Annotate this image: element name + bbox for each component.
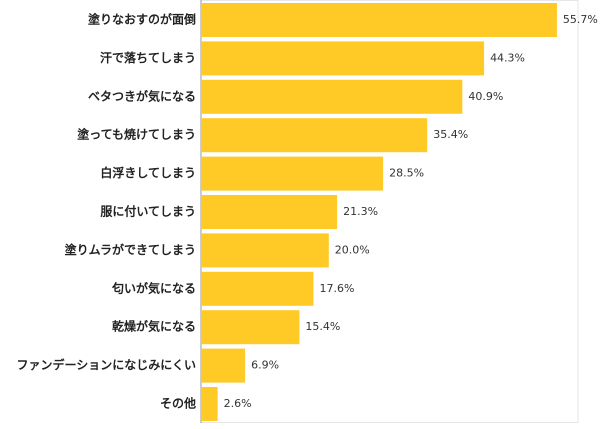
- bar: [201, 271, 314, 306]
- bar: [201, 156, 384, 191]
- category-label: 服に付いてしまう: [100, 204, 196, 219]
- category-label: 匂いが気になる: [111, 280, 196, 295]
- value-label: 44.3%: [490, 51, 525, 64]
- bar: [201, 79, 463, 114]
- value-label: 20.0%: [335, 243, 370, 256]
- value-label: 6.9%: [251, 359, 279, 372]
- value-label: 17.6%: [319, 282, 354, 295]
- category-label: 塗っても焼けてしまう: [77, 127, 196, 142]
- category-label: ファンデーションになじみにくい: [16, 357, 196, 372]
- category-label: 汗で落ちてしまう: [100, 50, 196, 65]
- bar: [201, 3, 557, 37]
- value-label: 2.6%: [224, 397, 252, 410]
- category-label: その他: [160, 396, 196, 411]
- bar: [201, 41, 485, 76]
- bar: [201, 387, 218, 421]
- category-label: 塗りムラができてしまう: [65, 242, 196, 257]
- category-label: 塗りなおすのが面倒: [88, 12, 196, 27]
- value-label: 21.3%: [343, 205, 378, 218]
- category-label: ベタつきが気になる: [88, 88, 196, 103]
- value-label: 15.4%: [305, 320, 340, 333]
- bar: [201, 118, 428, 153]
- bar: [201, 195, 338, 229]
- category-label: 乾燥が気になる: [112, 319, 196, 334]
- value-label: 35.4%: [433, 128, 468, 141]
- value-label: 40.9%: [468, 90, 503, 103]
- value-label: 55.7%: [563, 13, 598, 26]
- bar: [201, 310, 300, 345]
- value-label: 28.5%: [389, 167, 424, 180]
- bar: [201, 233, 329, 268]
- bar: [201, 348, 246, 383]
- category-label: 白浮きしてしまう: [100, 165, 196, 180]
